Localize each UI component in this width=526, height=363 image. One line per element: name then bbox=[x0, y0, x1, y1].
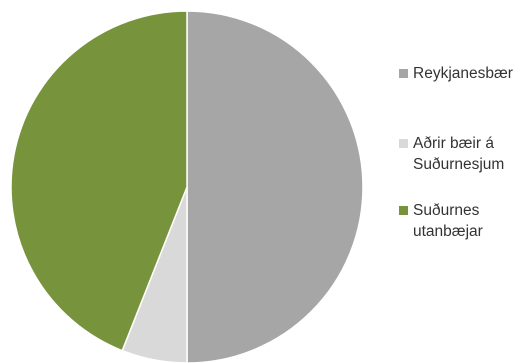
legend-label-0-line-0: Reykjanesbær bbox=[413, 65, 513, 82]
legend-label-2-line-0: Suðurnes bbox=[413, 202, 480, 219]
legend-swatch-2 bbox=[399, 206, 408, 215]
pie-slice-2 bbox=[10, 10, 188, 352]
legend-swatch-1 bbox=[399, 139, 408, 148]
legend-item-0: Reykjanesbær bbox=[399, 65, 513, 82]
legend-item-2: Suðurnes utanbæjar bbox=[399, 202, 483, 240]
legend-swatch-0 bbox=[399, 69, 408, 78]
legend-item-1: Aðrir bæir á Suðurnesjum bbox=[399, 135, 504, 173]
legend-label-1-line-0: Aðrir bæir á bbox=[413, 135, 494, 152]
legend: Reykjanesbær Aðrir bæir á Suðurnesjum Suður… bbox=[399, 65, 513, 240]
legend-label-1-line-1: Suðurnesjum bbox=[413, 156, 504, 173]
legend-label-2-line-1: utanbæjar bbox=[413, 223, 483, 240]
pie-slice-0 bbox=[186, 10, 364, 363]
pie-slices bbox=[10, 10, 364, 363]
